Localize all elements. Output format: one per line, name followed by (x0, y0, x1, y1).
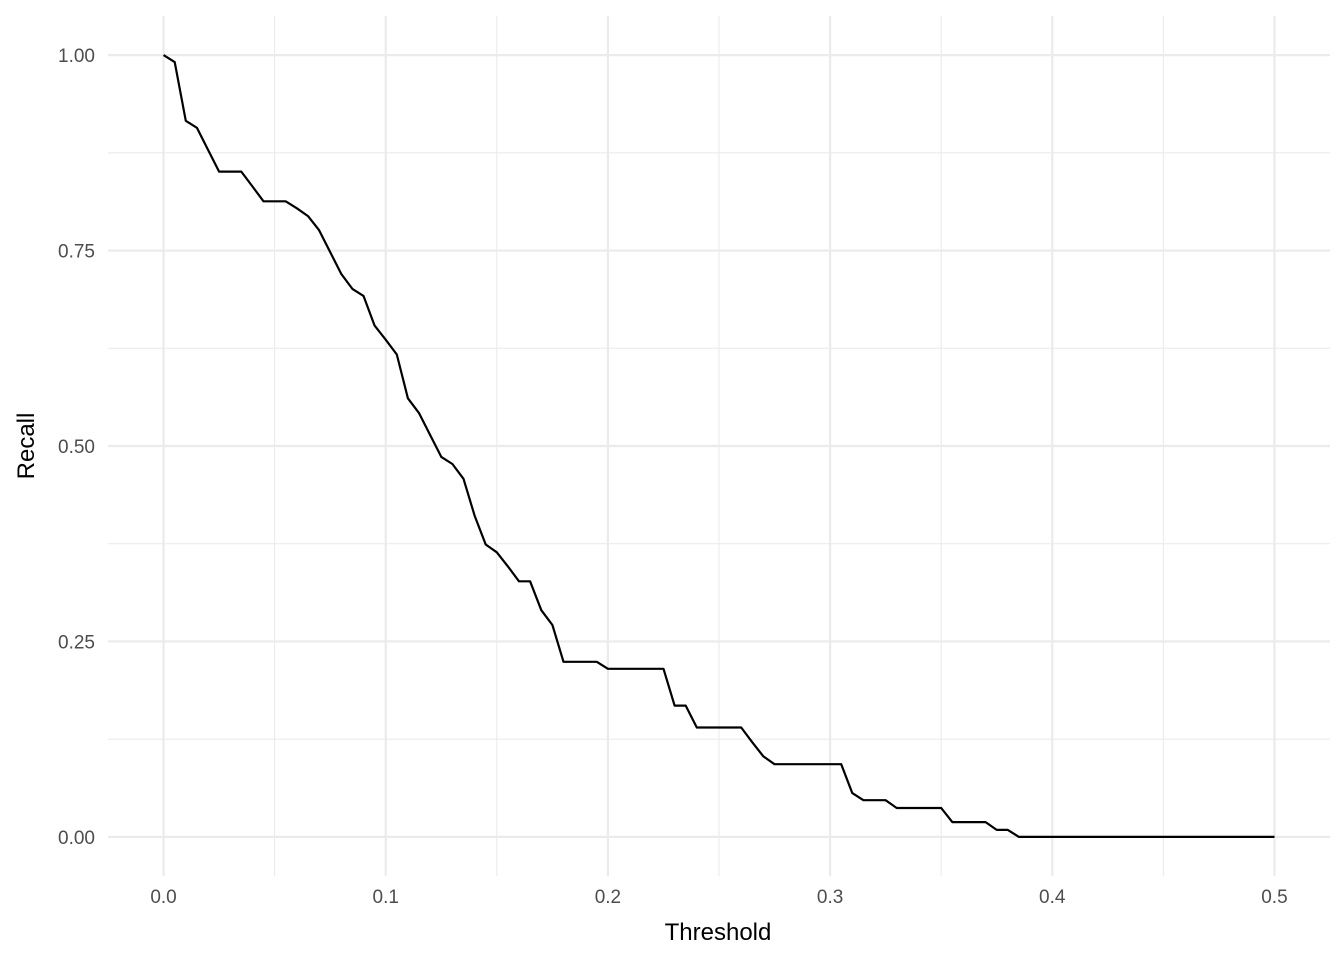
x-axis-title: Threshold (665, 919, 772, 946)
x-axis-tick-labels: 0.0 0.1 0.2 0.3 0.4 0.5 (150, 887, 1287, 908)
y-tick-label: 0.25 (58, 632, 95, 653)
x-tick-label: 0.4 (1039, 887, 1066, 908)
y-axis-title: Recall (13, 413, 40, 480)
major-grid (108, 16, 1330, 876)
y-tick-label: 0.00 (58, 828, 95, 849)
x-tick-label: 0.5 (1261, 887, 1287, 908)
y-tick-label: 0.50 (58, 437, 95, 458)
y-tick-label: 1.00 (58, 46, 95, 67)
y-axis-tick-labels: 0.00 0.25 0.50 0.75 1.00 (58, 46, 95, 849)
x-tick-label: 0.2 (595, 887, 621, 908)
x-tick-label: 0.3 (817, 887, 843, 908)
x-tick-label: 0.1 (373, 887, 399, 908)
y-tick-label: 0.75 (58, 242, 95, 263)
recall-line (162, 54, 1275, 838)
x-tick-label: 0.0 (150, 887, 176, 908)
